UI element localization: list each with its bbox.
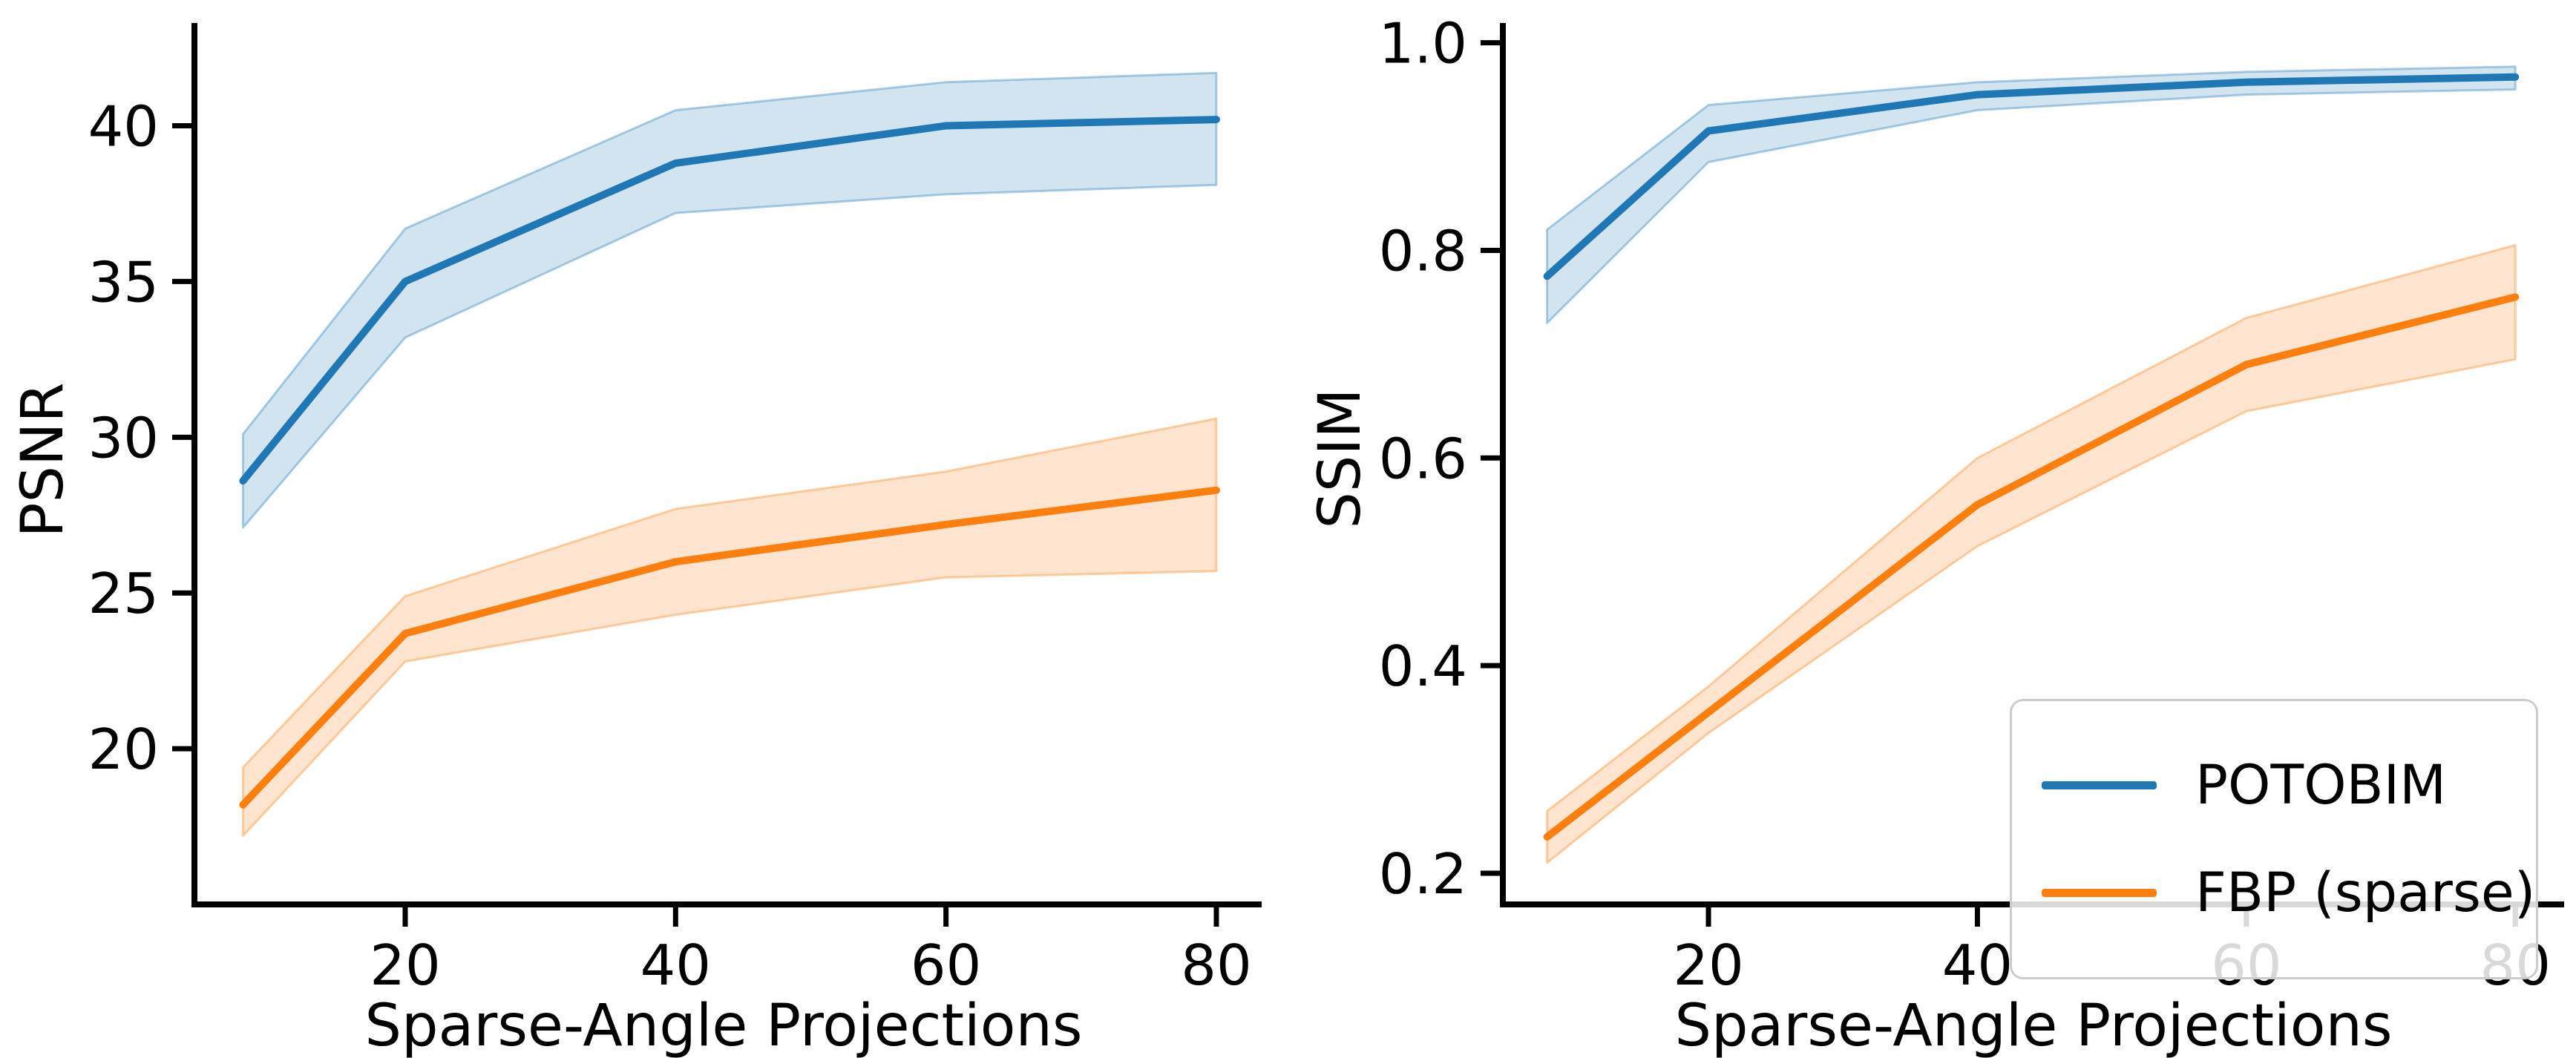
psnr-x-tick-label: 60 — [911, 933, 981, 998]
psnr-fbp-sparse-band — [241, 417, 1218, 838]
psnr-fbp-sparse-line — [239, 486, 1220, 809]
psnr-y-tick-label: 20 — [88, 717, 159, 782]
psnr-y-tick-label: 30 — [88, 405, 159, 470]
psnr-x-axis-label: Sparse-Angle Projections — [364, 993, 1083, 1058]
ssim-y-tick-label: 0.8 — [1379, 218, 1467, 283]
ssim-potobim-band — [1546, 65, 2517, 324]
psnr-potobim-band — [241, 71, 1218, 529]
ssim-fbp-sparse-line — [1543, 293, 2520, 841]
psnr-y-tick-label: 35 — [88, 249, 159, 315]
psnr-panel: 20 25 30 35 40 20 40 60 80 — [88, 23, 1262, 998]
legend-line-potobim-icon — [2042, 781, 2157, 789]
legend: POTOBIM FBP (sparse) — [2010, 699, 2538, 979]
ssim-potobim-line — [1543, 73, 2520, 280]
ssim-y-tick-label: 1.0 — [1379, 11, 1467, 76]
ssim-y-axis-label: SSIM — [1307, 388, 1374, 529]
psnr-x-tick-label: 20 — [370, 933, 440, 998]
psnr-y-axis-label: PSNR — [10, 382, 76, 538]
legend-line-fbp-icon — [2042, 889, 2157, 898]
ssim-y-tick-label: 0.6 — [1379, 426, 1467, 491]
ssim-x-tick-label: 20 — [1673, 933, 1743, 998]
psnr-y-tick-label: 40 — [88, 94, 159, 160]
ssim-x-axis-label: Sparse-Angle Projections — [1674, 993, 2393, 1058]
psnr-x-tick-label: 80 — [1181, 933, 1251, 998]
legend-label-fbp: FBP (sparse) — [2195, 861, 2536, 925]
ssim-y-tick-label: 0.2 — [1379, 841, 1467, 907]
ssim-x-tick-label: 40 — [1942, 933, 2013, 998]
legend-label-potobim: POTOBIM — [2195, 753, 2447, 817]
psnr-potobim-line — [239, 116, 1220, 485]
psnr-x-tick-label: 40 — [640, 933, 711, 998]
ssim-fbp-sparse-band — [1546, 243, 2517, 864]
legend-entry-fbp: FBP (sparse) — [2042, 861, 2535, 924]
legend-entry-potobim: POTOBIM — [2042, 754, 2506, 817]
ssim-y-tick-label: 0.4 — [1379, 634, 1467, 699]
psnr-y-tick-label: 25 — [88, 561, 159, 626]
